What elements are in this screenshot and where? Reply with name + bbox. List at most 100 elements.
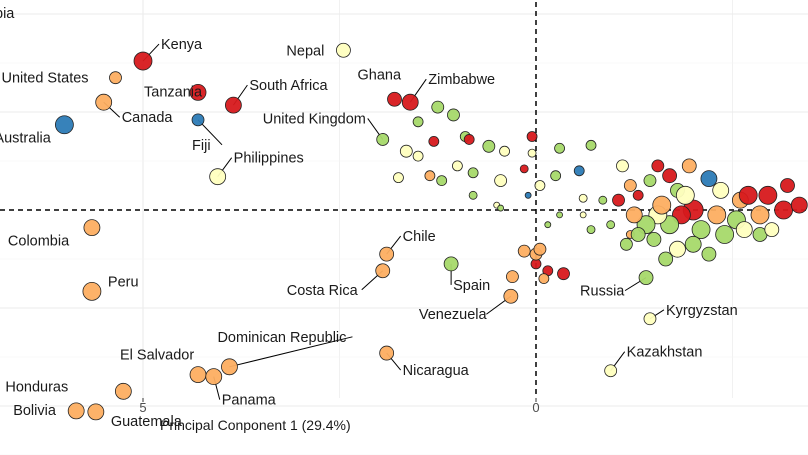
data-point: [550, 170, 562, 182]
data-point: [585, 139, 597, 151]
data-point: [526, 131, 538, 142]
data-point: [424, 170, 436, 182]
data-point-tanzania: [189, 84, 207, 101]
data-point: [467, 167, 479, 179]
data-point: [517, 244, 531, 258]
point-label-united-kingdom: United Kingdom: [263, 111, 366, 127]
data-point: [578, 193, 588, 203]
data-point: [451, 160, 463, 172]
point-label-el-salvador: El Salvador: [120, 348, 194, 364]
data-point-panama: [205, 368, 223, 386]
data-point-kazakhstan: [604, 364, 618, 378]
data-point: [573, 165, 585, 177]
data-point: [506, 270, 519, 284]
data-point-el-salvador: [189, 366, 207, 384]
data-point-fiji: [191, 113, 205, 127]
point-label-ghana: Ghana: [358, 67, 402, 83]
data-point-canada: [95, 93, 113, 111]
data-point-australia: [55, 115, 74, 135]
data-point: [598, 195, 608, 205]
data-point: [412, 150, 424, 162]
data-point: [675, 185, 695, 205]
data-point: [619, 237, 633, 251]
data-point: [428, 135, 440, 147]
point-label-russia: Russia: [580, 284, 625, 300]
point-label-costa-rica: Costa Rica: [287, 283, 359, 299]
data-point: [738, 185, 758, 205]
data-point: [764, 222, 780, 238]
data-point-guatemala: [87, 403, 105, 421]
data-point-dominican-republic: [221, 358, 238, 376]
data-point: [606, 220, 616, 230]
point-label-kyrgyzstan: Kyrgyzstan: [666, 303, 738, 319]
data-point: [701, 246, 717, 262]
data-point: [684, 235, 702, 253]
point-labels: Kenya Tanzania South Africa United States Ca…: [0, 37, 738, 430]
data-points: [55, 42, 808, 421]
data-point: [399, 144, 413, 158]
data-point: [554, 142, 565, 154]
data-point: [436, 175, 448, 187]
data-point: [625, 206, 643, 224]
data-point: [497, 204, 505, 212]
data-point: [658, 251, 674, 267]
data-point-peru: [82, 281, 102, 301]
data-point: [393, 172, 404, 184]
point-label-peru: Peru: [108, 274, 139, 290]
data-point-philippines: [209, 168, 227, 186]
data-point-russia: [638, 270, 654, 286]
data-point-bolivia: [67, 402, 85, 420]
data-point-spain: [443, 256, 459, 272]
data-point-ghana: [387, 91, 402, 107]
data-point: [774, 200, 793, 220]
data-point-united-kingdom: [376, 133, 390, 146]
point-label-honduras: Honduras: [5, 379, 68, 395]
data-point-costa-rica: [375, 263, 391, 279]
point-label-zimbabwe: Zimbabwe: [428, 72, 495, 88]
data-point: [533, 242, 547, 256]
point-label-united-states: United States: [1, 71, 88, 87]
point-label-bolivia: Bolivia: [13, 403, 57, 419]
data-point: [735, 221, 753, 239]
data-point: [712, 181, 730, 199]
data-point: [715, 225, 735, 244]
cropped-point-label: bia: [0, 6, 15, 22]
data-point-zimbabwe: [401, 93, 419, 111]
x-tick-label: 0: [532, 400, 539, 415]
data-point-nicaragua: [379, 345, 395, 361]
data-point: [651, 159, 665, 173]
data-point: [463, 134, 475, 145]
data-point: [544, 221, 552, 229]
data-point: [586, 225, 596, 235]
data-point: [499, 145, 510, 157]
leader-line-dominican-republic: [229, 336, 353, 368]
point-label-philippines: Philippines: [234, 151, 304, 167]
data-point: [468, 190, 478, 200]
point-label-australia: Australia: [0, 131, 52, 147]
data-point: [646, 231, 662, 247]
data-point: [534, 180, 546, 191]
point-label-tanzania: Tanzania: [144, 84, 203, 100]
data-point: [612, 193, 625, 207]
data-point: [519, 164, 529, 174]
point-label-chile: Chile: [403, 229, 436, 245]
point-label-guatemala: Guatemala: [111, 414, 183, 430]
data-point: [623, 179, 637, 192]
point-label-nicaragua: Nicaragua: [403, 363, 470, 379]
data-point: [707, 205, 727, 225]
data-point: [579, 211, 587, 219]
data-point: [790, 196, 808, 214]
data-point: [750, 205, 770, 225]
data-point: [630, 227, 646, 242]
reference-lines: [0, 2, 808, 398]
data-point-nepal: [336, 42, 351, 58]
data-point-kenya: [133, 51, 153, 71]
data-point: [780, 178, 795, 193]
data-point: [616, 159, 629, 173]
data-point: [662, 168, 678, 184]
data-point: [556, 211, 563, 219]
point-label-spain: Spain: [453, 278, 490, 294]
point-label-kazakhstan: Kazakhstan: [627, 345, 703, 361]
